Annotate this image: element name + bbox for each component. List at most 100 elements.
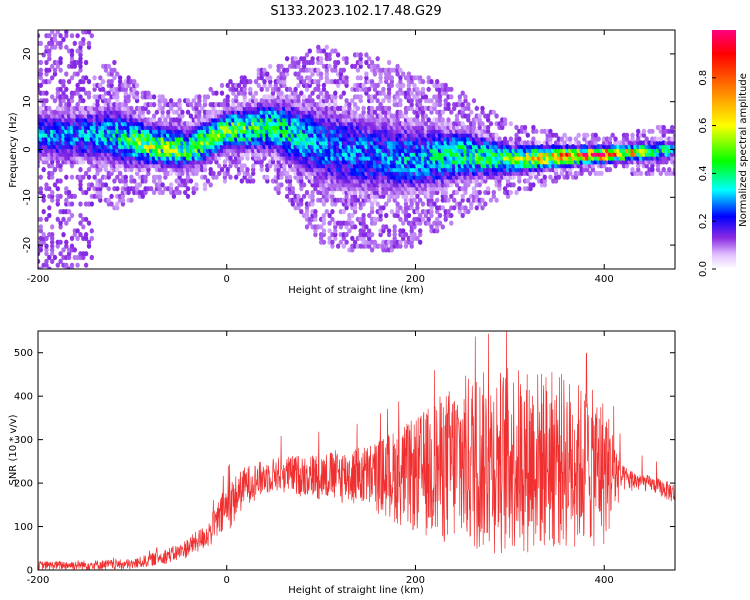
spectrogram-cell xyxy=(81,174,86,180)
spectrogram-cell xyxy=(109,170,114,176)
spectrogram-cell xyxy=(160,94,165,100)
spectrogram-cell xyxy=(112,75,117,81)
spectrogram-cell xyxy=(64,220,69,226)
spectrogram-cell xyxy=(115,98,120,104)
spectrogram-cell xyxy=(72,63,78,69)
spectrogram-cell xyxy=(83,216,89,222)
spectrogram-cell xyxy=(52,67,58,73)
spectrogram-cell xyxy=(132,178,137,184)
spectrogram-cell xyxy=(78,52,83,58)
spectrogram-cell xyxy=(117,75,123,81)
spectrogram-cell xyxy=(183,189,188,196)
spectrogram-cell xyxy=(64,71,69,77)
spectrogram-cell xyxy=(66,254,72,261)
spectrogram-cell xyxy=(86,243,92,249)
spectrogram-cell xyxy=(548,128,553,134)
spectrogram-cell xyxy=(100,94,106,100)
spectrogram-cell xyxy=(83,262,89,268)
spectrogram-cell xyxy=(44,258,49,264)
spectrogram-cell xyxy=(106,186,112,192)
spectrogram-cell xyxy=(491,189,496,196)
spectrogram-cell xyxy=(78,220,83,226)
spectrogram-cell xyxy=(38,174,43,180)
spectrogram-cell xyxy=(542,174,547,180)
spectrogram-cell xyxy=(202,182,208,188)
spectrogram-cell xyxy=(109,193,114,199)
spectrogram-cell xyxy=(47,33,52,39)
spectrogram-cell xyxy=(44,216,49,222)
spectrogram-cell xyxy=(420,79,426,85)
spectrogram-cell xyxy=(69,75,75,81)
spectrogram-cell xyxy=(89,254,95,261)
spectrogram-cell xyxy=(81,224,86,230)
spectrogram-cell xyxy=(38,71,43,77)
spectrogram-cell xyxy=(50,189,55,196)
spectrogram-cell xyxy=(38,247,43,253)
spectrogram-cell xyxy=(44,159,49,165)
spectrogram-cell xyxy=(251,178,256,184)
spectrogram-cell xyxy=(211,170,216,176)
spectrogram-cell xyxy=(151,178,157,184)
spectrogram-cell xyxy=(75,90,80,96)
spectrogram-cell xyxy=(86,220,92,226)
spectrogram-cell xyxy=(50,258,55,264)
spectrogram-cell xyxy=(474,105,479,111)
spectrogram-cell xyxy=(44,90,49,96)
spectrogram-cell xyxy=(44,243,49,249)
spectrogram-cell xyxy=(440,224,445,230)
spectrogram-cell xyxy=(361,212,366,219)
spectrogram-cell xyxy=(534,128,539,134)
spectrogram-cell xyxy=(64,86,69,92)
spectrogram-cell xyxy=(58,44,63,50)
spectrogram-cell xyxy=(330,209,335,215)
spectrogram-cell xyxy=(109,71,114,77)
spectrogram-cell xyxy=(347,102,352,108)
spectrogram-cell xyxy=(120,201,126,207)
spectrogram-cell xyxy=(115,94,120,100)
spectrogram-cell xyxy=(86,44,92,50)
spectrogram-cell xyxy=(418,228,423,234)
spectrogram-cell xyxy=(123,178,128,184)
spectrogram-cell xyxy=(75,33,80,39)
spectrogram-cell xyxy=(69,201,75,207)
x-tick-label: 200 xyxy=(406,274,425,285)
spectrogram-cell xyxy=(160,189,165,196)
spectrogram-cell xyxy=(123,174,128,180)
spectrogram-cell xyxy=(369,232,375,238)
spectrogram-cell xyxy=(157,117,162,123)
spectrogram-cell xyxy=(194,170,199,176)
spectrogram-cell xyxy=(47,67,52,73)
spectrogram-cell xyxy=(61,82,66,88)
spectrogram-cell xyxy=(174,186,179,192)
spectrogram-cell xyxy=(52,37,58,43)
spectrogram-cell xyxy=(406,212,412,219)
spectrogram-cell xyxy=(44,98,49,104)
spectrogram-cell xyxy=(106,174,112,180)
spectrogram-cell xyxy=(361,105,366,111)
spectrogram-cell xyxy=(69,262,75,268)
spectrogram-cell xyxy=(194,105,199,111)
spectrogram-cell xyxy=(129,174,134,180)
spectrogram-cell xyxy=(92,174,97,180)
spectrogram-cell xyxy=(83,251,89,257)
spectrogram-cell xyxy=(268,63,273,69)
spectrogram-cell xyxy=(41,232,46,238)
spectrogram-cell xyxy=(69,48,75,54)
spectrogram-cell xyxy=(132,109,137,115)
spectrogram-cell xyxy=(166,113,171,119)
spectrogram-cell xyxy=(38,189,43,196)
spectrogram-cell xyxy=(126,82,131,88)
spectrogram-cell xyxy=(58,220,63,226)
spectrogram-cell xyxy=(191,189,196,196)
spectrogram-cell xyxy=(194,186,199,192)
spectrogram-cell xyxy=(151,189,157,196)
spectrogram-cell xyxy=(310,56,315,62)
spectrogram-cell xyxy=(134,94,140,100)
spectrogram-cell xyxy=(98,75,103,81)
spectrogram-cell xyxy=(525,132,530,138)
spectrogram-cell xyxy=(64,243,69,249)
spectrogram-cell xyxy=(352,224,358,230)
spectrogram-cell xyxy=(86,90,92,96)
spectrogram-cell xyxy=(437,212,443,219)
spectrogram-cell xyxy=(202,186,208,192)
